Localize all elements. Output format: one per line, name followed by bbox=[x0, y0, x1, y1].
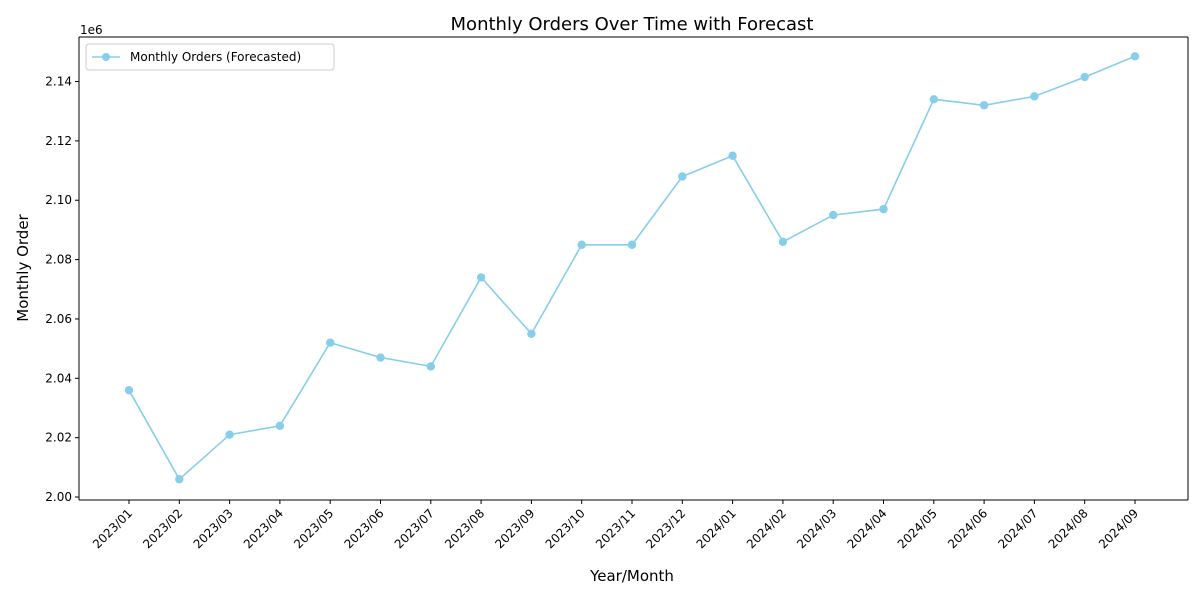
chart-title: Monthly Orders Over Time with Forecast bbox=[451, 14, 814, 35]
data-point bbox=[979, 101, 989, 110]
legend-frame bbox=[85, 43, 335, 71]
x-tick-label: 2024/08 bbox=[1046, 506, 1091, 551]
legend-marker-swatch bbox=[102, 53, 110, 61]
x-tick-label: 2023/10 bbox=[543, 506, 588, 551]
data-point bbox=[476, 273, 486, 282]
x-tick-label: 2023/09 bbox=[492, 506, 537, 551]
x-tick-label: 2023/05 bbox=[291, 506, 336, 551]
y-tick-label: 2.04 bbox=[45, 371, 72, 385]
data-point bbox=[175, 475, 184, 484]
y-tick-label: 2.10 bbox=[45, 193, 72, 207]
y-tick-label: 2.06 bbox=[45, 312, 72, 326]
x-tick-label: 2023/07 bbox=[392, 506, 437, 551]
data-point bbox=[929, 95, 938, 104]
x-tick-label: 2024/02 bbox=[744, 506, 789, 551]
y-tick-label: 2.00 bbox=[45, 490, 72, 504]
y-tick-label: 2.12 bbox=[45, 134, 72, 148]
data-point bbox=[778, 237, 788, 246]
x-tick-label: 2023/12 bbox=[643, 506, 688, 551]
y-tick-label: 2.02 bbox=[45, 431, 72, 445]
x-tick-label: 2024/09 bbox=[1096, 506, 1141, 551]
data-point bbox=[225, 430, 234, 439]
x-tick-label: 2023/08 bbox=[442, 506, 487, 551]
data-point bbox=[326, 338, 335, 347]
data-point bbox=[678, 172, 687, 181]
y-tick-label: 2.08 bbox=[45, 253, 72, 267]
data-point bbox=[275, 421, 285, 431]
legend: Monthly Orders (Forecasted) bbox=[85, 43, 335, 71]
legend-label: Monthly Orders (Forecasted) bbox=[130, 50, 301, 64]
data-point bbox=[879, 204, 888, 214]
data-point bbox=[627, 240, 637, 249]
x-tick-label: 2024/03 bbox=[794, 506, 839, 551]
data-point bbox=[829, 210, 838, 220]
x-tick-label: 2024/06 bbox=[945, 506, 990, 551]
data-point bbox=[577, 240, 586, 249]
series-line bbox=[128, 55, 1136, 481]
x-tick-label: 2023/11 bbox=[593, 506, 638, 551]
x-tick-label: 2024/01 bbox=[694, 506, 739, 551]
data-point bbox=[1080, 72, 1089, 82]
y-tick-label: 2.14 bbox=[45, 75, 72, 89]
data-point bbox=[376, 353, 385, 362]
data-point bbox=[527, 329, 536, 338]
x-tick-label: 2024/05 bbox=[895, 506, 940, 551]
data-point bbox=[1130, 52, 1140, 61]
x-tick-label: 2023/02 bbox=[140, 506, 185, 551]
x-tick-label: 2023/01 bbox=[90, 506, 135, 551]
data-point bbox=[124, 385, 134, 395]
x-axis-title: Year/Month bbox=[589, 567, 674, 585]
y-offset-label: 1e6 bbox=[80, 23, 103, 37]
y-axis-title: Monthly Order bbox=[14, 213, 32, 321]
x-tick-label: 2024/04 bbox=[844, 506, 889, 551]
x-tick-label: 2023/06 bbox=[341, 506, 386, 551]
data-point bbox=[426, 362, 435, 371]
x-tick-label: 2024/07 bbox=[995, 506, 1040, 551]
data-point bbox=[1030, 92, 1039, 101]
x-tick-label: 2023/04 bbox=[241, 506, 286, 551]
x-tick-label: 2023/03 bbox=[191, 506, 236, 551]
data-point bbox=[728, 151, 737, 160]
